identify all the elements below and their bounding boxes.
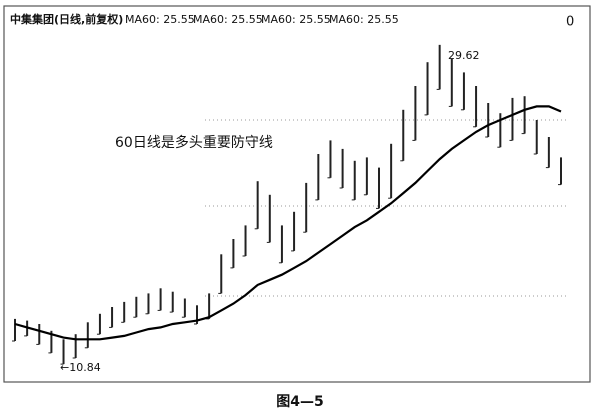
corner-mark: 0 (566, 15, 574, 30)
frame (3, 5, 591, 383)
high-label: 29.62 (448, 49, 480, 62)
indicator-label: MA60: 25.55 (261, 13, 331, 26)
low-label: ←10.84 (60, 361, 101, 374)
indicator-label: MA60: 25.55 (193, 13, 263, 26)
annotation: 60日线是多头重要防守线 (115, 134, 273, 151)
chart-title: 中集集团(日线,前复权) (10, 12, 123, 26)
caption: 图4—5 (276, 394, 323, 410)
ma-line (14, 105, 562, 341)
indicator-label: MA60: 25.55 (329, 13, 399, 26)
indicator-label: MA60: 25.55 (125, 13, 195, 26)
